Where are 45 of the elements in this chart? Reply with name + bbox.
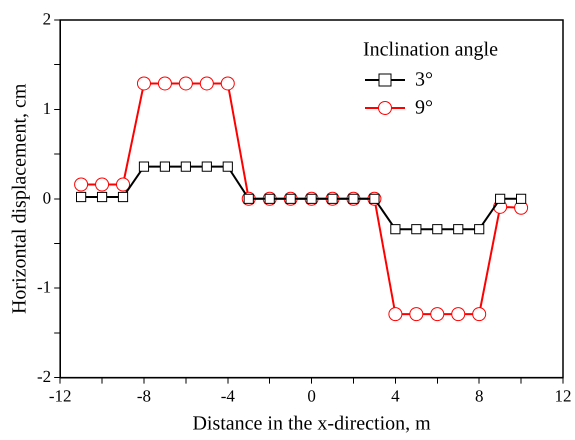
point	[96, 192, 108, 202]
point	[516, 194, 526, 204]
y-tick-label: 0	[42, 188, 52, 208]
point	[453, 224, 464, 234]
x-tick-label: 0	[307, 386, 316, 406]
point	[495, 194, 506, 204]
point	[411, 224, 422, 234]
point	[202, 162, 212, 172]
legend-label: 9°	[415, 96, 433, 118]
point	[74, 177, 88, 192]
point	[138, 162, 150, 172]
point	[118, 192, 128, 202]
point	[222, 162, 233, 172]
point	[136, 76, 151, 90]
point	[472, 307, 486, 322]
point	[160, 162, 170, 172]
x-tick-label: -8	[136, 386, 152, 406]
point	[158, 76, 172, 90]
legend-label: 3°	[415, 68, 433, 90]
point	[451, 307, 466, 322]
x-tick-label: 12	[554, 386, 572, 406]
point	[220, 76, 235, 90]
point	[474, 224, 484, 234]
x-tick-label: 8	[474, 386, 484, 406]
point	[390, 224, 400, 234]
y-tick-label: 2	[42, 9, 52, 28]
x-tick-label: -12	[48, 386, 72, 406]
y-tick-label: 1	[42, 98, 52, 118]
x-tick-label: -4	[220, 386, 236, 406]
x-axis-title: Distance in the x-direction, m	[192, 412, 432, 434]
legend-title: Inclination angle	[363, 38, 498, 60]
x-tick-label: 4	[391, 386, 400, 406]
point	[388, 307, 402, 322]
point	[409, 307, 424, 322]
point	[430, 307, 444, 322]
point	[116, 177, 130, 192]
point	[95, 177, 110, 192]
point	[76, 192, 86, 202]
point	[180, 162, 191, 172]
y-tick-label: -1	[36, 278, 52, 297]
point	[432, 224, 442, 234]
y-axis-title: Horizontal displacement, cm	[8, 83, 30, 314]
point	[200, 76, 214, 90]
point	[178, 76, 193, 90]
y-tick-label: -2	[36, 367, 52, 386]
